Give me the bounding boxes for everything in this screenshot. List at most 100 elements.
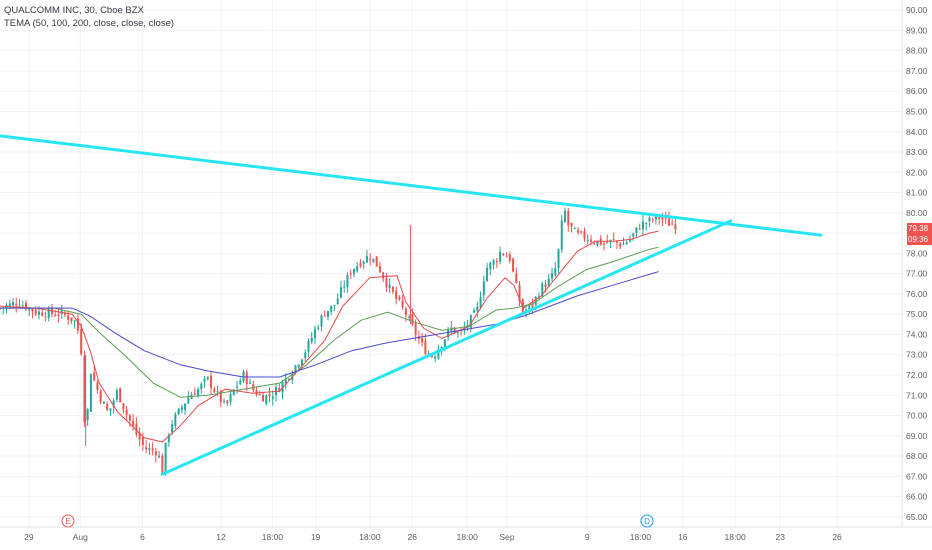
price-tick-label: 66.00 — [906, 492, 928, 502]
candle-body — [570, 222, 573, 227]
candle-body — [268, 394, 271, 397]
chart-legend[interactable]: QUALCOMM INC, 30, Cboe BZX TEMA (50, 100… — [4, 4, 174, 30]
candle-body — [531, 303, 534, 308]
candle-body — [671, 223, 674, 225]
time-tick-label: 26 — [832, 532, 842, 542]
candle-body — [63, 312, 66, 315]
grid-lines — [0, 0, 902, 527]
candle-body — [323, 315, 326, 317]
candle-body — [365, 256, 368, 263]
time-tick-label: 26 — [407, 532, 417, 542]
candle-body — [521, 299, 524, 312]
candle-body — [336, 298, 339, 305]
candle-body — [615, 241, 618, 243]
candle-body — [24, 302, 27, 310]
candle-body — [502, 253, 505, 256]
candle-body — [219, 390, 222, 403]
candle-body — [15, 304, 18, 306]
price-tick-label: 87.00 — [906, 66, 928, 76]
earnings-marker[interactable]: E — [61, 514, 75, 528]
candle-body — [589, 239, 592, 242]
candle-body — [437, 349, 440, 359]
candle-body — [554, 268, 557, 275]
candle-body — [359, 263, 362, 267]
candle-body — [31, 308, 34, 312]
candle-body — [132, 420, 135, 426]
time-tick-label: 9 — [585, 532, 590, 542]
candle-body — [619, 243, 622, 247]
candle-body — [300, 359, 303, 366]
candle-body — [541, 283, 544, 297]
price-tick-label: 69.00 — [906, 431, 928, 441]
candle-body — [369, 258, 372, 260]
candle-body — [304, 352, 307, 358]
candle-body — [174, 414, 177, 426]
candle-body — [310, 337, 313, 343]
price-tick-label: 77.00 — [906, 269, 928, 279]
candle-body — [628, 238, 631, 242]
price-tick-label: 81.00 — [906, 188, 928, 198]
candle-body — [262, 394, 265, 402]
tema-line — [0, 271, 659, 378]
candle-body — [414, 323, 417, 336]
earnings-letter: E — [65, 517, 70, 526]
candle-body — [382, 272, 385, 279]
price-tick-label: 90.00 — [906, 5, 928, 15]
candle-body — [411, 314, 414, 325]
dividend-marker[interactable]: D — [640, 514, 654, 528]
candle-body — [434, 356, 437, 359]
tema-line — [0, 230, 659, 443]
candle-body — [661, 217, 664, 220]
candle-body — [317, 327, 320, 329]
candle-body — [654, 214, 657, 220]
candle-body — [518, 285, 521, 302]
candle-body — [125, 409, 128, 415]
price-tick-label: 83.00 — [906, 147, 928, 157]
candle-body — [573, 227, 576, 229]
time-tick-label: 23 — [775, 532, 785, 542]
price-tick-label: 78.00 — [906, 248, 928, 258]
candle-body — [239, 380, 242, 385]
countdown-badge: 09:36 — [907, 234, 932, 245]
candle-body — [606, 240, 609, 243]
candle-body — [492, 260, 495, 266]
candle-body — [453, 327, 456, 334]
candle-body — [203, 378, 206, 382]
time-axis[interactable]: 29 Aug 6 12 18:00 19 18:00 26 18:00 Sep 9 18:00 16 18… — [24, 532, 842, 542]
candle-body — [482, 281, 485, 296]
price-tick-label: 88.00 — [906, 46, 928, 56]
candle-body — [80, 329, 83, 355]
tema-lines — [0, 230, 659, 443]
candle-body — [356, 265, 359, 272]
candle-body — [622, 244, 625, 246]
time-tick-label: 18:00 — [724, 532, 746, 542]
candle-body — [385, 278, 388, 288]
candle-body — [320, 315, 323, 327]
candle-body — [197, 389, 200, 397]
candle-body — [346, 274, 349, 288]
candle-body — [184, 403, 187, 410]
candle-body — [89, 374, 92, 412]
last-price-badge: 79.38 — [907, 223, 932, 234]
candle-body — [167, 434, 170, 442]
candle-body — [206, 376, 209, 380]
candle-body — [479, 297, 482, 309]
trendlines[interactable] — [0, 134, 823, 476]
candle-body — [391, 286, 394, 292]
time-tick-label: 18:00 — [457, 532, 479, 542]
candle-body — [57, 314, 60, 316]
price-tick-label: 80.00 — [906, 208, 928, 218]
price-tick-label: 70.00 — [906, 411, 928, 421]
candle-body — [473, 309, 476, 313]
candle-body — [54, 315, 57, 317]
candle-body — [512, 258, 515, 272]
candle-body — [210, 375, 213, 389]
candle-body — [138, 433, 141, 440]
candle-body — [427, 353, 430, 355]
time-tick-label: Aug — [73, 532, 88, 542]
candle-body — [586, 239, 589, 241]
candle-body — [67, 315, 70, 320]
candle-body — [505, 256, 508, 258]
tema-line — [0, 246, 659, 398]
